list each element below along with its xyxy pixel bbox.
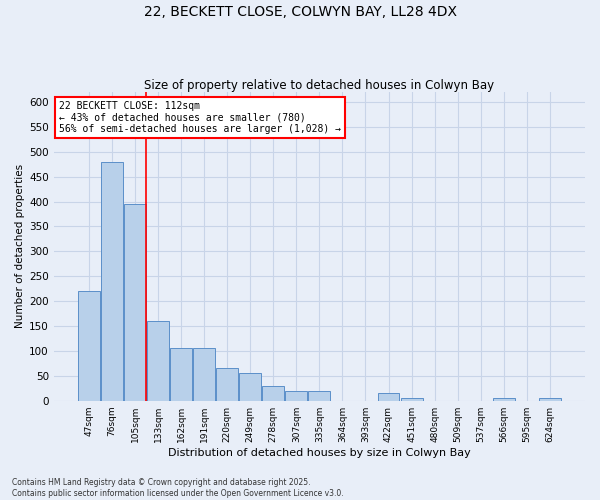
Y-axis label: Number of detached properties: Number of detached properties	[15, 164, 25, 328]
Bar	[539, 398, 561, 400]
Text: 22, BECKETT CLOSE, COLWYN BAY, LL28 4DX: 22, BECKETT CLOSE, COLWYN BAY, LL28 4DX	[143, 5, 457, 19]
Bar	[124, 204, 146, 400]
Title: Size of property relative to detached houses in Colwyn Bay: Size of property relative to detached ho…	[145, 79, 494, 92]
Bar	[308, 391, 331, 400]
Bar	[170, 348, 192, 401]
Text: Contains HM Land Registry data © Crown copyright and database right 2025.
Contai: Contains HM Land Registry data © Crown c…	[12, 478, 344, 498]
Bar	[493, 398, 515, 400]
Bar	[216, 368, 238, 400]
X-axis label: Distribution of detached houses by size in Colwyn Bay: Distribution of detached houses by size …	[168, 448, 471, 458]
Bar	[193, 348, 215, 401]
Bar	[262, 386, 284, 400]
Bar	[377, 393, 400, 400]
Bar	[239, 374, 261, 400]
Bar	[147, 321, 169, 400]
Bar	[286, 391, 307, 400]
Bar	[78, 291, 100, 401]
Bar	[401, 398, 422, 400]
Bar	[101, 162, 123, 400]
Text: 22 BECKETT CLOSE: 112sqm
← 43% of detached houses are smaller (780)
56% of semi-: 22 BECKETT CLOSE: 112sqm ← 43% of detach…	[59, 102, 341, 134]
